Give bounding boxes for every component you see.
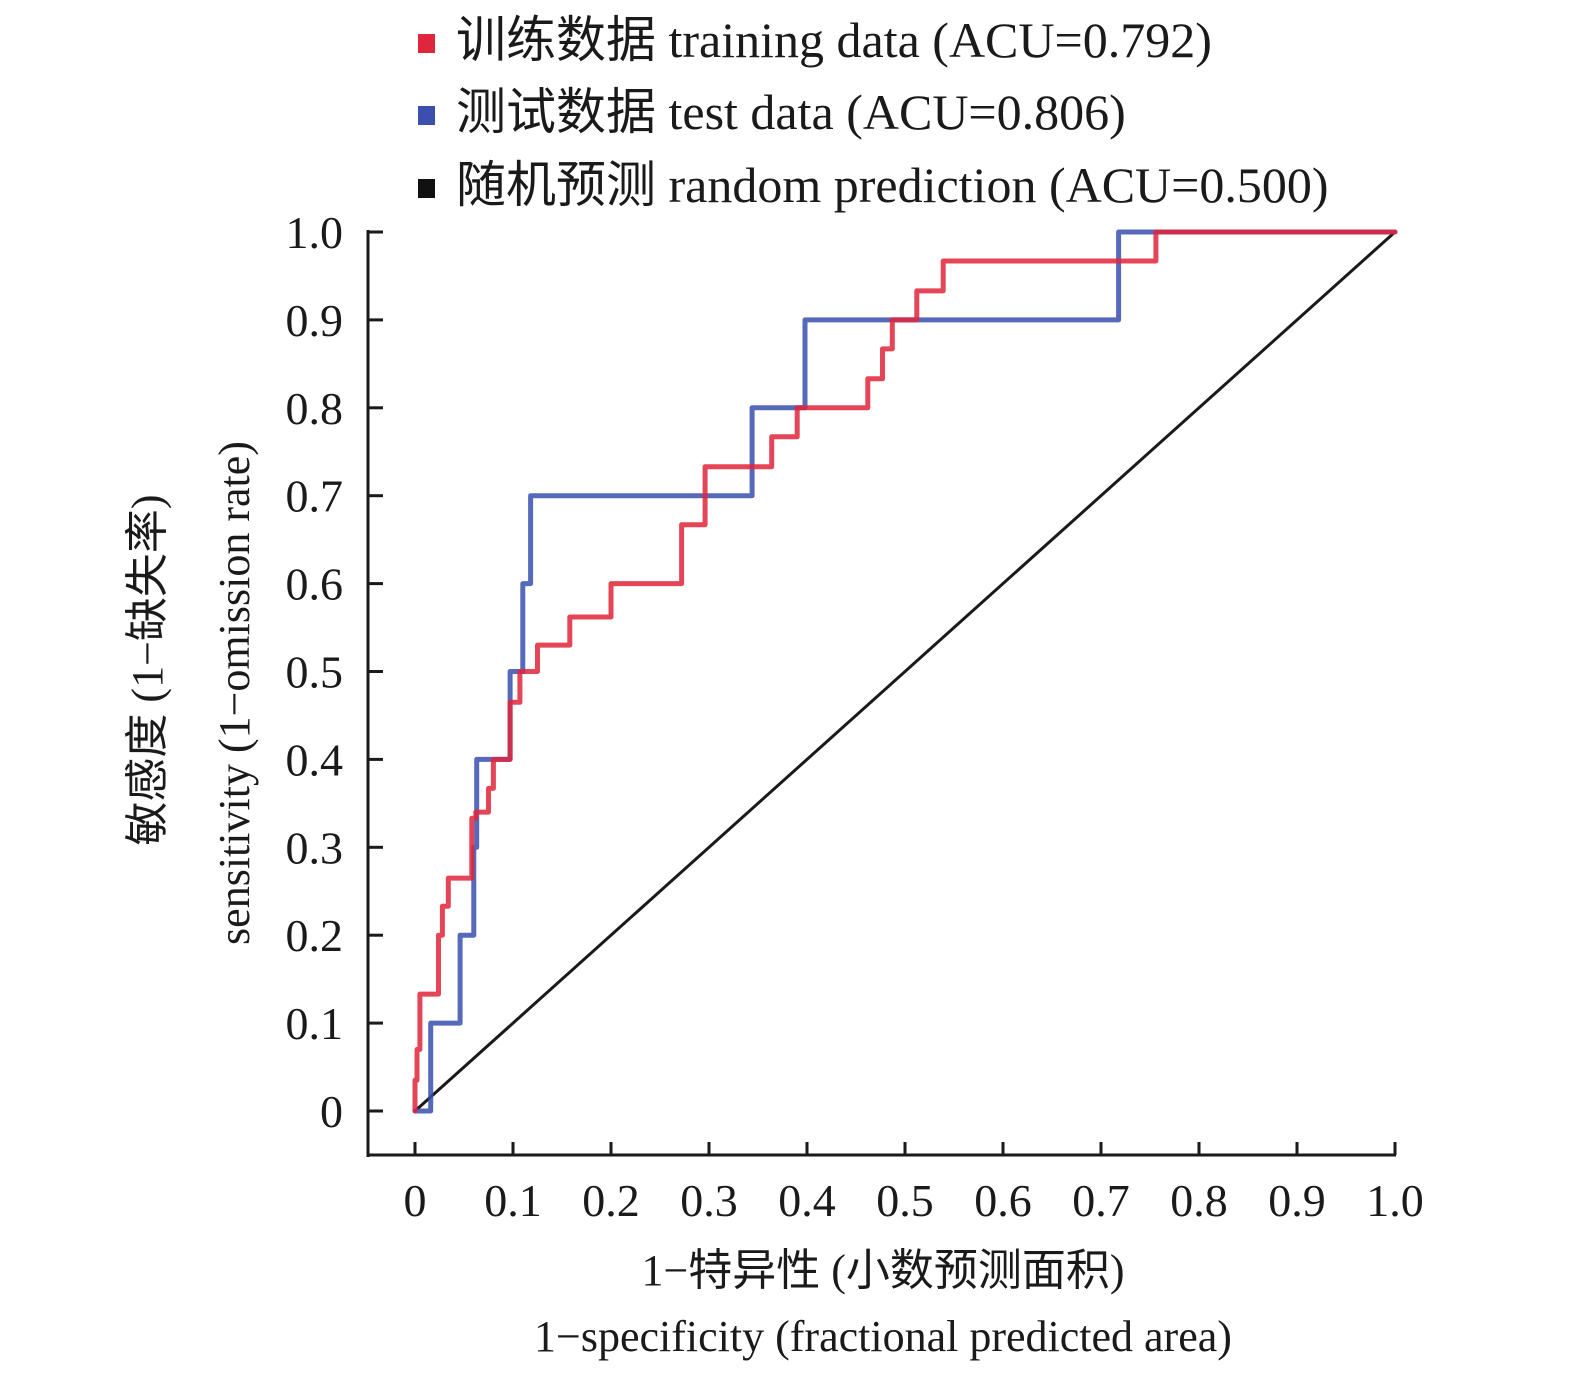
x-tick-label: 0.3: [680, 1175, 738, 1226]
test-data-curve: [412, 229, 1398, 1114]
x-tick-label: 0.1: [484, 1175, 542, 1226]
legend-label-test: 测试数据 test data (ACU=0.806): [456, 84, 1126, 140]
y-tick-label: 0.1: [286, 998, 344, 1049]
x-tick-label: 0.8: [1170, 1175, 1228, 1226]
y-tick-label: 0.7: [286, 471, 344, 522]
x-tick-label: 0.6: [974, 1175, 1032, 1226]
y-tick-label: 0.8: [286, 383, 344, 434]
y-tick-label: 0.4: [286, 734, 344, 785]
x-tick-label: 0.5: [876, 1175, 934, 1226]
y-axis-label-cn: 敏感度 (1−缺失率): [123, 494, 172, 846]
x-axis-label-cn: 1−特异性 (小数预测面积): [641, 1246, 1125, 1295]
legend-swatch-random: [418, 179, 435, 198]
legend-swatch-training: [418, 34, 435, 53]
x-axis-label-en: 1−specificity (fractional predicted area…: [534, 1312, 1232, 1361]
legend-label-random: 随机预测 random prediction (ACU=0.500): [456, 157, 1329, 213]
y-tick-label: 0.2: [286, 910, 344, 961]
y-tick-label: 1.0: [286, 207, 344, 258]
y-tick-label: 0.9: [286, 295, 344, 346]
y-tick-label: 0.6: [286, 559, 344, 610]
y-tick-label: 0: [320, 1086, 343, 1137]
y-axis-label-en: sensitivity (1−omission rate): [210, 441, 259, 945]
series-layer: [412, 229, 1398, 1114]
tick-labels: 0 0.1 0.2 0.3 0.4 0.5 0.6 0.7 0.8 0.9 1.0 0 0.1 0.2 0.…: [286, 207, 1424, 1226]
random-prediction-line: [413, 230, 1397, 1113]
x-tick-label: 1.0: [1366, 1175, 1424, 1226]
legend-label-training: 训练数据 training data (ACU=0.792): [456, 12, 1212, 68]
x-tick-label: 0: [404, 1175, 427, 1226]
x-tick-label: 0.9: [1268, 1175, 1326, 1226]
y-tick-label: 0.3: [286, 822, 344, 873]
y-tick-label: 0.5: [286, 647, 344, 698]
training-data-curve: [412, 229, 1398, 1114]
x-tick-label: 0.2: [582, 1175, 640, 1226]
legend-swatch-test: [418, 106, 435, 125]
x-tick-label: 0.7: [1072, 1175, 1130, 1226]
x-tick-label: 0.4: [778, 1175, 836, 1226]
axes: [366, 230, 1397, 1157]
